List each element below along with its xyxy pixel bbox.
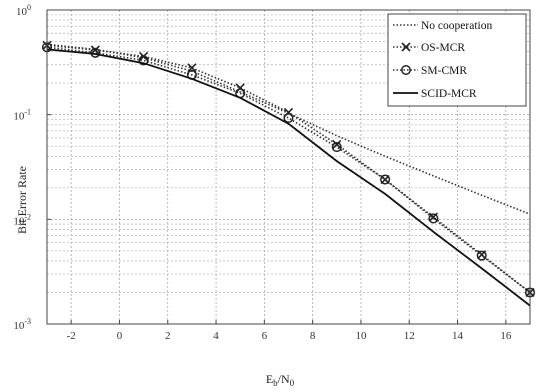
data-point-sm-cmr — [331, 142, 342, 153]
legend: No cooperation OS-MCR SM-CMR SCID-MCR — [387, 13, 527, 107]
x-mark-stroke — [187, 63, 197, 73]
legend-entry-scid-mcr: SCID-MCR — [393, 88, 477, 100]
x-tick-label: 8 — [310, 330, 316, 342]
series-line-scid-mcr — [46, 48, 531, 307]
x-tick-label: -2 — [67, 330, 76, 342]
data-point-sm-cmr — [428, 213, 439, 224]
x-marker-icon — [401, 42, 411, 52]
x-axis-ticks: -2 0 2 4 6 8 10 12 14 16 — [67, 320, 512, 342]
y-tick-label: 10-2 — [13, 212, 31, 227]
x-tick-label: 4 — [213, 330, 219, 342]
y-tick-label: 10-1 — [13, 108, 31, 123]
legend-label: SCID-MCR — [421, 88, 477, 100]
data-point-os-mcr — [187, 63, 197, 73]
legend-box — [387, 13, 527, 107]
legend-label: No cooperation — [421, 20, 492, 32]
y-tick-label: 10-3 — [13, 317, 31, 332]
x-tick-label: 0 — [117, 330, 123, 342]
data-point-sm-cmr — [283, 112, 294, 124]
legend-entry-sm-cmr: SM-CMR — [393, 65, 467, 77]
x-tick-label: 6 — [262, 330, 268, 342]
x-tick-label: 2 — [165, 330, 171, 342]
data-point-sm-cmr — [380, 174, 391, 185]
y-axis-label: Bit Error Rate — [15, 166, 29, 234]
data-point-os-mcr — [332, 139, 342, 149]
series-line-sm-cmr — [46, 46, 531, 294]
x-tick-label: 10 — [355, 330, 367, 342]
series-layer — [41, 40, 536, 307]
legend-label: SM-CMR — [421, 65, 467, 77]
x-axis-label: Eb/N0 — [266, 372, 295, 388]
circle-marker-icon — [401, 65, 411, 75]
plot-frame — [46, 9, 531, 325]
x-tick-label: 16 — [500, 330, 512, 342]
legend-entry-os-mcr: OS-MCR — [393, 42, 465, 54]
data-point-sm-cmr — [138, 55, 149, 66]
y-tick-label: 100 — [16, 3, 31, 18]
x-tick-label: 12 — [404, 330, 415, 342]
y-axis-ticks: 100 10-1 10-2 10-3 — [13, 3, 51, 332]
x-mark-stroke — [332, 139, 342, 149]
legend-label: OS-MCR — [421, 42, 465, 54]
grid — [47, 10, 530, 325]
legend-entry-no-cooperation: No cooperation — [393, 20, 492, 32]
x-tick-label: 14 — [452, 330, 464, 342]
data-point-sm-cmr — [476, 250, 487, 261]
